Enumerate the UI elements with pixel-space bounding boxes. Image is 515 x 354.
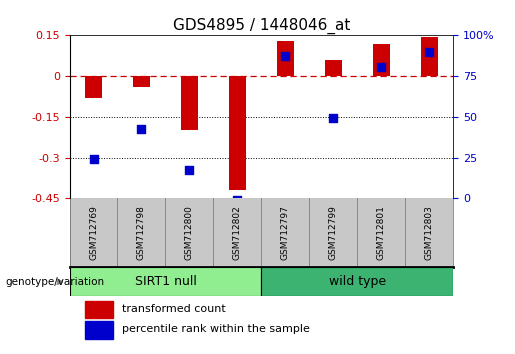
Bar xyxy=(181,76,198,130)
Text: GSM712800: GSM712800 xyxy=(185,205,194,260)
Bar xyxy=(85,76,102,98)
Bar xyxy=(421,37,438,76)
Text: transformed count: transformed count xyxy=(122,304,226,314)
Bar xyxy=(133,76,150,87)
Text: SIRT1 null: SIRT1 null xyxy=(134,275,196,288)
Point xyxy=(281,53,289,58)
Text: wild type: wild type xyxy=(329,275,386,288)
Text: GSM712799: GSM712799 xyxy=(329,205,338,260)
Bar xyxy=(277,41,294,76)
Point xyxy=(138,126,146,132)
Text: GSM712797: GSM712797 xyxy=(281,205,290,260)
Text: genotype/variation: genotype/variation xyxy=(5,277,104,287)
Point xyxy=(377,64,385,69)
Text: GSM712803: GSM712803 xyxy=(425,205,434,260)
Title: GDS4895 / 1448046_at: GDS4895 / 1448046_at xyxy=(173,18,350,34)
Bar xyxy=(84,321,113,339)
Text: GSM712798: GSM712798 xyxy=(137,205,146,260)
Bar xyxy=(84,301,113,318)
Text: GSM712802: GSM712802 xyxy=(233,205,242,260)
Bar xyxy=(261,267,453,296)
Bar xyxy=(373,44,390,76)
Point xyxy=(233,197,242,202)
Text: percentile rank within the sample: percentile rank within the sample xyxy=(122,324,310,335)
Bar xyxy=(70,267,261,296)
Bar xyxy=(325,60,341,76)
Text: GSM712769: GSM712769 xyxy=(89,205,98,260)
Point xyxy=(90,156,98,162)
Point xyxy=(185,167,194,173)
Point xyxy=(329,115,337,121)
Point xyxy=(425,49,433,55)
Text: GSM712801: GSM712801 xyxy=(377,205,386,260)
Bar xyxy=(229,76,246,190)
